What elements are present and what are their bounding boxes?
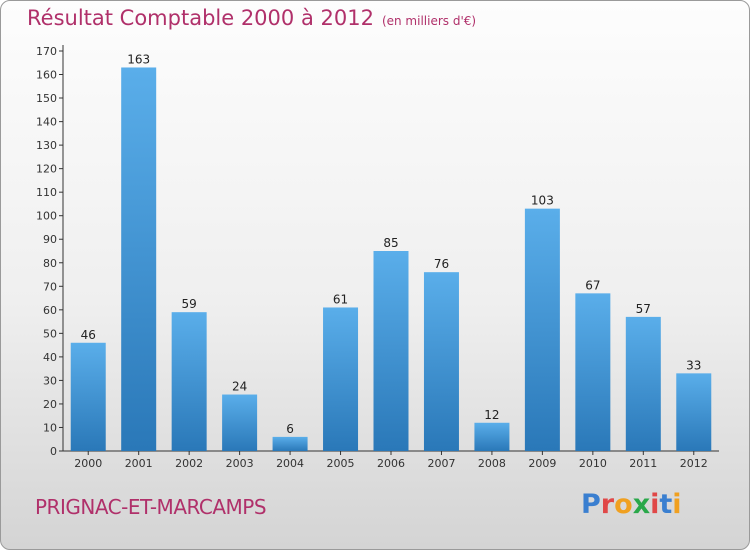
chart-title-text: Résultat Comptable 2000 à 2012 xyxy=(27,6,374,30)
bar xyxy=(171,312,207,451)
y-tick-label: 150 xyxy=(36,92,57,105)
bar xyxy=(70,342,106,451)
value-label: 85 xyxy=(383,236,398,250)
bar xyxy=(423,272,459,451)
value-label: 76 xyxy=(434,257,449,271)
x-tick-label: 2008 xyxy=(478,457,506,470)
y-tick-label: 40 xyxy=(43,351,57,364)
value-label: 163 xyxy=(127,52,150,66)
chart-unit-note: (en milliers d'€) xyxy=(381,14,477,28)
bar xyxy=(625,316,661,451)
bar xyxy=(323,307,359,451)
x-tick-label: 2010 xyxy=(579,457,607,470)
logo-letter: t xyxy=(659,489,673,520)
logo-letter: i xyxy=(650,489,660,520)
y-tick-label: 10 xyxy=(43,421,57,434)
bar xyxy=(121,67,157,452)
bar xyxy=(524,208,560,451)
y-tick-label: 90 xyxy=(43,233,57,246)
x-tick-label: 2006 xyxy=(377,457,405,470)
x-tick-label: 2007 xyxy=(427,457,455,470)
y-tick-label: 170 xyxy=(36,45,57,58)
bar xyxy=(575,293,611,451)
value-label: 33 xyxy=(686,358,701,372)
x-tick-label: 2002 xyxy=(175,457,203,470)
bar xyxy=(222,394,258,451)
y-tick-label: 120 xyxy=(36,163,57,176)
x-tick-label: 2005 xyxy=(327,457,355,470)
y-tick-label: 160 xyxy=(36,69,57,82)
bar xyxy=(474,422,510,451)
chart-title: Résultat Comptable 2000 à 2012 (en millie… xyxy=(27,6,476,30)
logo-letter: r xyxy=(600,489,615,520)
y-tick-label: 50 xyxy=(43,327,57,340)
value-label: 24 xyxy=(232,380,247,394)
x-tick-label: 2004 xyxy=(276,457,304,470)
bar xyxy=(676,373,712,451)
bar xyxy=(373,251,409,451)
y-tick-label: 0 xyxy=(50,445,57,458)
y-tick-label: 60 xyxy=(43,304,57,317)
logo-letter: P xyxy=(581,489,601,520)
logo-letter: i xyxy=(672,489,682,520)
x-tick-label: 2011 xyxy=(629,457,657,470)
y-tick-label: 110 xyxy=(36,186,57,199)
value-label: 57 xyxy=(636,302,651,316)
y-tick-label: 130 xyxy=(36,139,57,152)
value-label: 67 xyxy=(585,278,600,292)
value-label: 103 xyxy=(531,194,554,208)
x-tick-label: 2001 xyxy=(125,457,153,470)
x-tick-label: 2000 xyxy=(74,457,102,470)
proxiti-logo: Proxiti xyxy=(581,489,682,520)
value-label: 59 xyxy=(182,297,197,311)
x-tick-label: 2012 xyxy=(680,457,708,470)
y-tick-label: 100 xyxy=(36,210,57,223)
value-label: 6 xyxy=(286,422,294,436)
y-tick-label: 80 xyxy=(43,257,57,270)
y-tick-label: 20 xyxy=(43,398,57,411)
commune-name: PRIGNAC-ET-MARCAMPS xyxy=(35,495,267,519)
bar xyxy=(272,436,308,451)
y-tick-label: 70 xyxy=(43,280,57,293)
y-tick-label: 30 xyxy=(43,374,57,387)
value-label: 61 xyxy=(333,292,348,306)
x-tick-label: 2003 xyxy=(226,457,254,470)
y-tick-label: 140 xyxy=(36,116,57,129)
logo-letter: o xyxy=(614,489,633,520)
value-label: 46 xyxy=(81,328,96,342)
logo-letter: x xyxy=(632,489,651,520)
x-tick-label: 2009 xyxy=(528,457,556,470)
value-label: 12 xyxy=(484,408,499,422)
